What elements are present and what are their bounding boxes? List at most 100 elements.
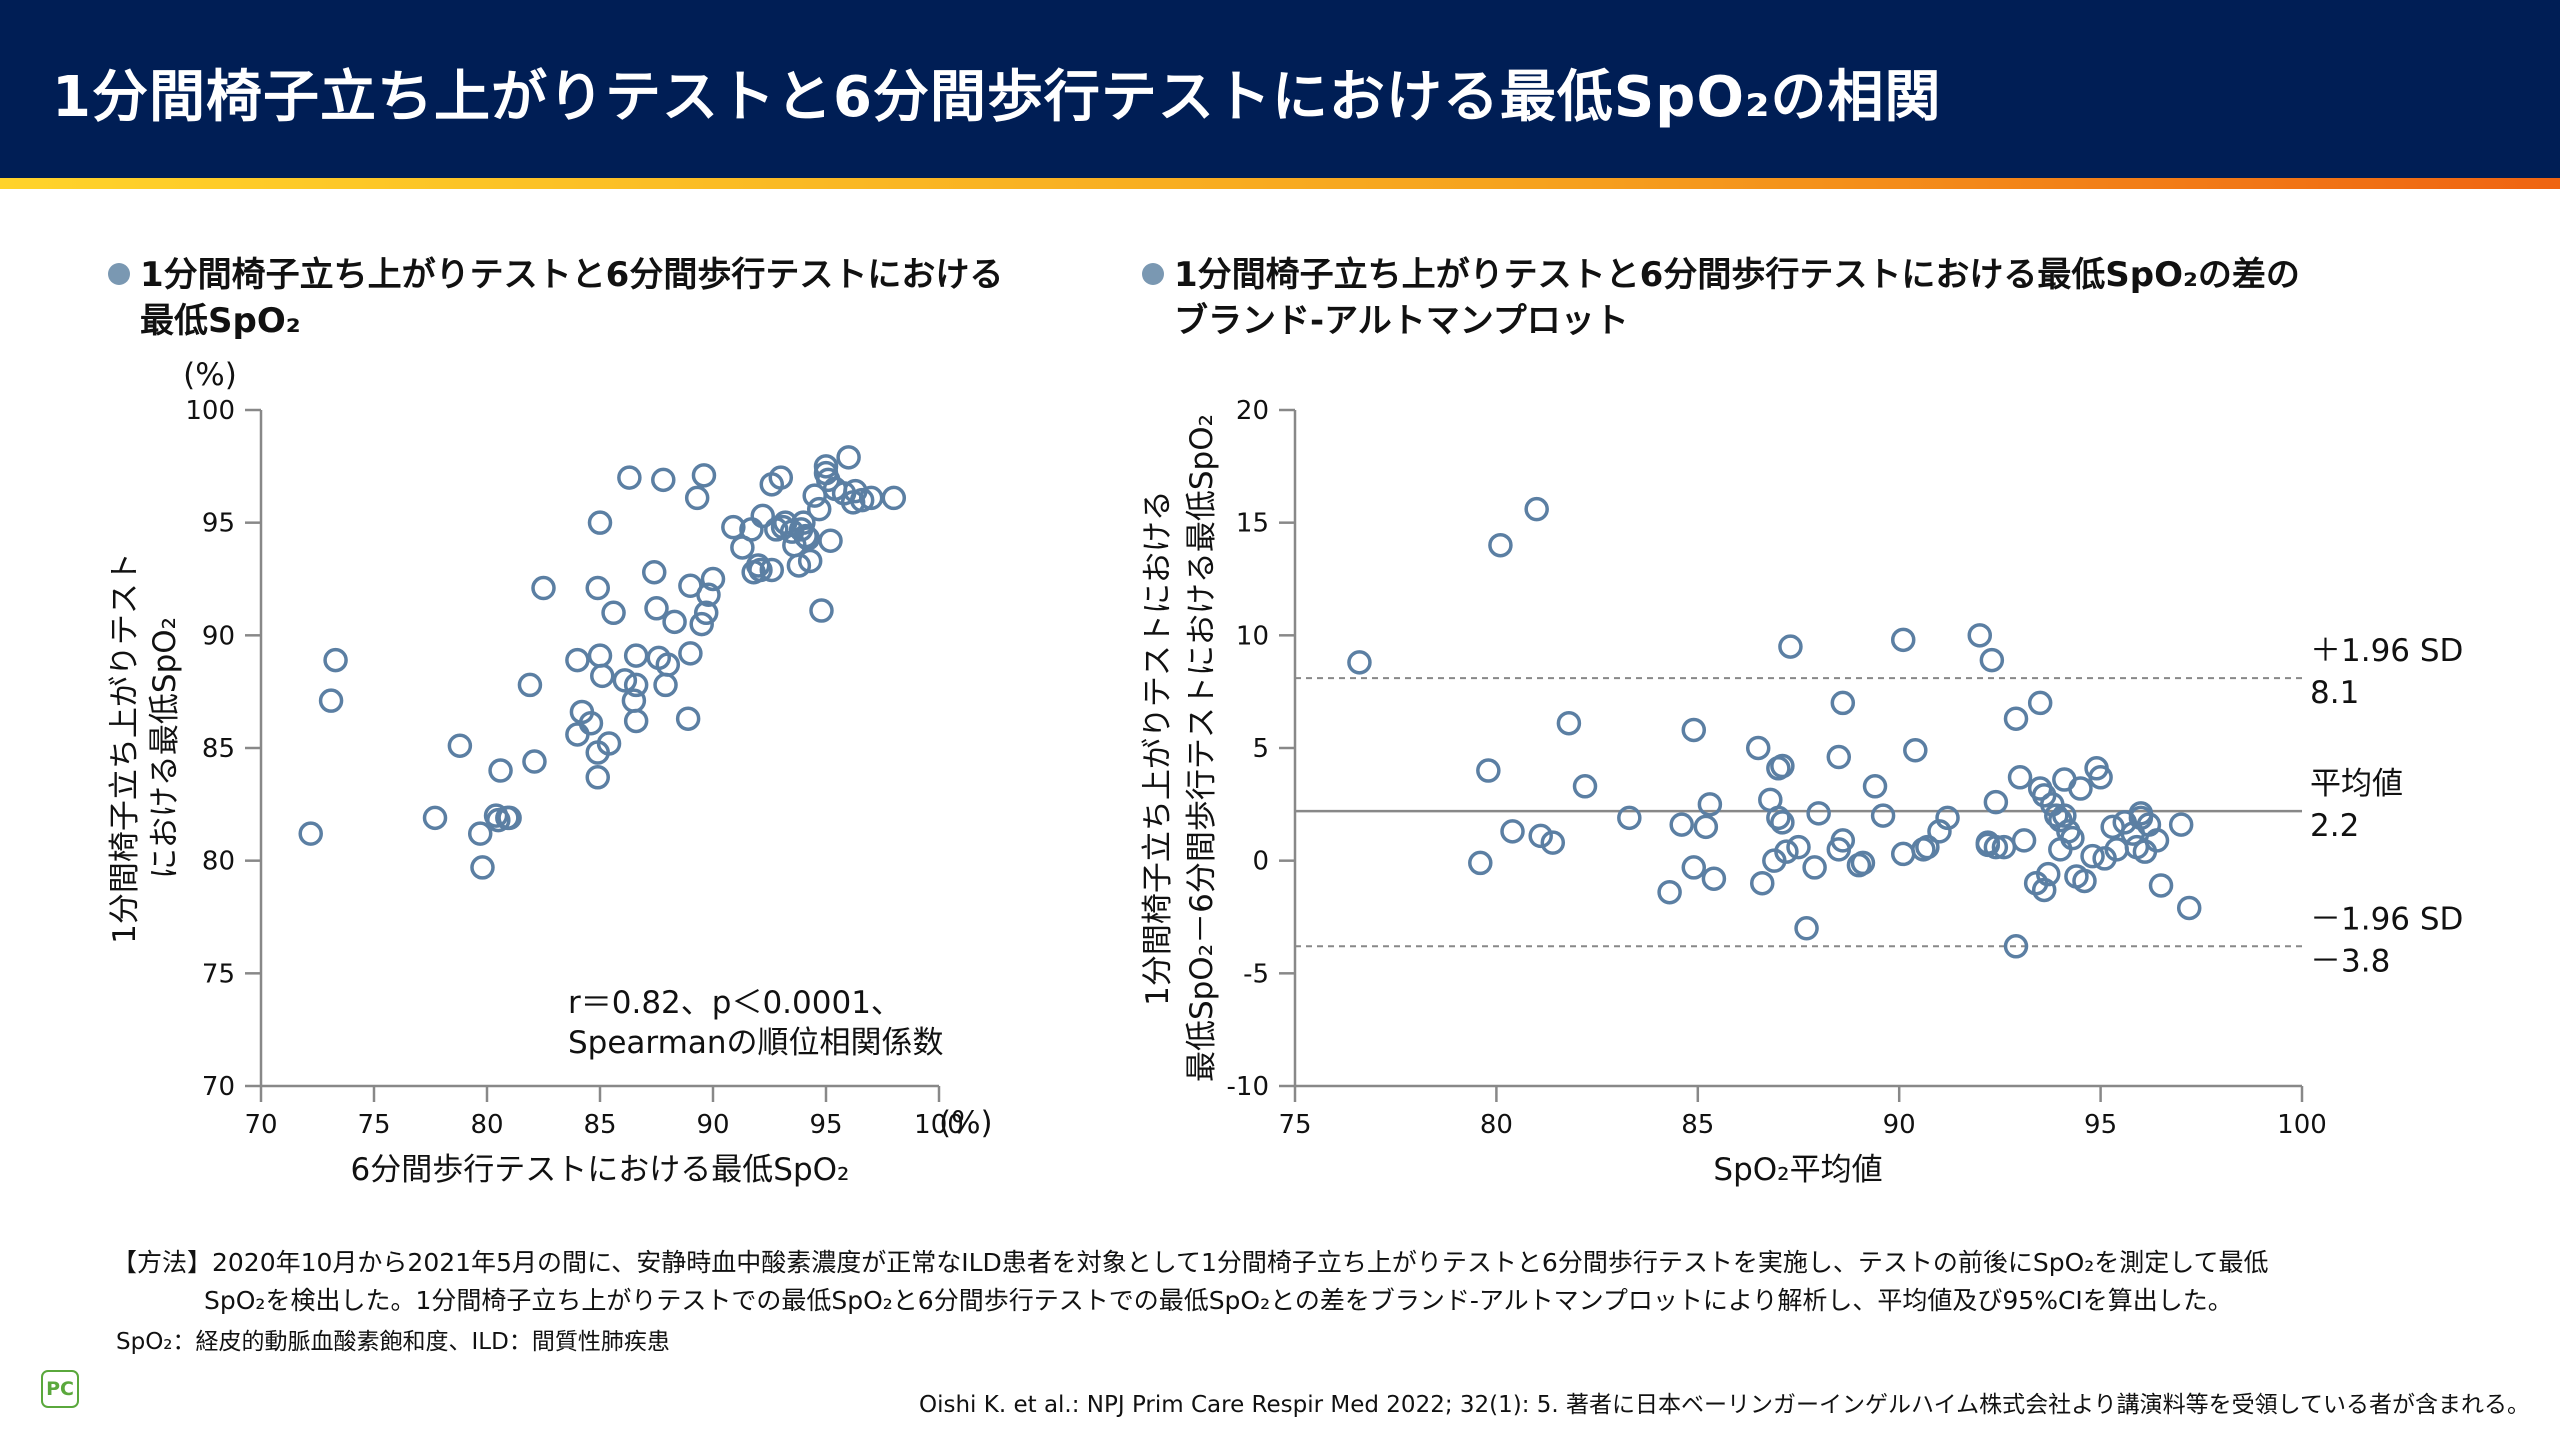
- left-y-tick-label: 80: [202, 847, 235, 877]
- right-data-point: [1927, 819, 1952, 844]
- right-data-point: [1540, 830, 1566, 855]
- left-data-point: [788, 517, 814, 542]
- right-data-point: [1935, 805, 1960, 831]
- left-data-point: [587, 510, 613, 535]
- left-data-point: [596, 731, 622, 756]
- right-data-point: [1870, 803, 1896, 828]
- right-data-point: [1979, 647, 2005, 673]
- left-data-point: [590, 663, 615, 689]
- left-data-point: [684, 485, 710, 511]
- left-data-point: [486, 807, 511, 833]
- right-data-point: [1488, 532, 1513, 558]
- left-data-point: [689, 611, 714, 637]
- right-y-axis-label-line1: 1分間椅子立ち上がりテストにおける: [1140, 490, 1176, 1006]
- reference-line-label: －1.96 SD: [2310, 901, 2463, 937]
- left-data-point: [517, 672, 543, 698]
- right-data-point: [1681, 717, 1707, 743]
- right-data-point: [2052, 803, 2077, 828]
- right-data-point: [1802, 855, 1827, 880]
- left-data-point: [623, 708, 649, 734]
- right-x-tick-label: 85: [1681, 1110, 1714, 1140]
- left-data-point: [770, 514, 796, 540]
- left-heading-line1: 1分間椅子立ち上がりテストと6分間歩行テストにおける: [140, 255, 1004, 295]
- left-data-point: [662, 609, 687, 635]
- right-data-point: [1774, 839, 1799, 864]
- right-data-point: [1669, 812, 1694, 837]
- right-data-point: [2072, 868, 2097, 894]
- left-data-point: [612, 668, 638, 693]
- right-x-tick-label: 90: [1883, 1110, 1916, 1140]
- method-line2: SpO₂を検出した。1分間椅子立ち上がりテストでの最低SpO₂と6分間歩行テスト…: [204, 1286, 2233, 1315]
- left-data-point: [623, 643, 649, 668]
- right-data-point: [1693, 814, 1719, 840]
- right-data-point: [2080, 843, 2105, 869]
- reference-line-value: 8.1: [2310, 675, 2359, 711]
- right-data-point: [1903, 738, 1928, 763]
- right-y-tick-label: -10: [1227, 1072, 1269, 1102]
- left-data-point: [748, 557, 773, 583]
- left-data-point: [786, 553, 812, 578]
- right-heading-line2: ブランド-アルトマンプロット: [1174, 301, 1629, 341]
- right-data-point: [1915, 834, 1940, 860]
- left-x-tick-label: 90: [696, 1110, 729, 1140]
- right-chart-heading: 1分間椅子立ち上がりテストと6分間歩行テストにおける最低SpO₂の差の ブランド…: [1142, 252, 2300, 344]
- right-data-point: [1830, 690, 1856, 716]
- left-x-tick-label: 95: [809, 1110, 842, 1140]
- left-x-tick-label: 85: [583, 1110, 616, 1140]
- right-data-point: [1572, 774, 1598, 799]
- right-y-tick-label: -5: [1243, 959, 1269, 989]
- left-data-point: [836, 445, 861, 470]
- right-data-point: [2031, 877, 2057, 903]
- right-data-point: [2144, 828, 2170, 853]
- left-data-point: [531, 575, 556, 601]
- abbreviations-note: SpO₂：経皮的動脈血酸素飽和度、ILD：間質性肺疾患: [116, 1329, 670, 1355]
- right-data-point: [1701, 866, 1727, 891]
- left-data-point: [809, 598, 834, 623]
- left-data-point: [675, 706, 701, 731]
- right-data-point: [2048, 837, 2073, 862]
- left-data-point: [585, 575, 610, 601]
- right-data-point: [2011, 828, 2037, 853]
- left-chart-heading: 1分間椅子立ち上がりテストと6分間歩行テストにおける 最低SpO₂: [108, 252, 1003, 344]
- right-data-point: [2035, 861, 2061, 887]
- right-heading-line1: 1分間椅子立ち上がりテストと6分間歩行テストにおける最低SpO₂の差の: [1174, 255, 2300, 295]
- left-x-unit: (%): [939, 1105, 993, 1141]
- left-data-point: [318, 688, 344, 713]
- left-data-point: [298, 821, 323, 846]
- right-data-point: [1617, 805, 1642, 831]
- left-heading-line2: 最低SpO₂: [140, 301, 301, 341]
- bullet-icon: [1142, 262, 1164, 285]
- right-x-tick-label: 80: [1480, 1110, 1513, 1140]
- left-y-axis-label-line1: 1分間椅子立ち上がりテスト: [107, 552, 143, 944]
- left-data-point: [644, 596, 669, 621]
- accent-gradient-bar: [0, 178, 2560, 189]
- left-y-tick-label: 75: [202, 959, 235, 989]
- left-data-point: [601, 600, 626, 626]
- right-data-point: [1697, 792, 1723, 817]
- right-data-point: [1890, 841, 1916, 867]
- left-data-point: [447, 733, 473, 758]
- right-data-point: [2003, 934, 2029, 959]
- right-x-axis-label: SpO₂平均値: [1713, 1152, 1882, 1188]
- left-y-unit: (%): [183, 357, 237, 393]
- left-data-point: [470, 855, 495, 880]
- correlation-annotation-line1: r＝0.82、p＜0.0001、: [568, 985, 902, 1021]
- reference-line-value: －3.8: [2310, 943, 2390, 979]
- left-data-point: [843, 478, 868, 504]
- method-line1: 【方法】2020年10月から2021年5月の間に、安静時血中酸素濃度が正常なIL…: [112, 1248, 2269, 1277]
- left-data-point: [721, 514, 746, 540]
- pc-logo-icon: PC: [41, 1370, 79, 1408]
- left-y-axis-label-line2: における最低SpO₂: [147, 617, 183, 879]
- left-data-point: [467, 821, 493, 846]
- left-data-point: [678, 641, 703, 666]
- right-y-tick-label: 15: [1236, 509, 1269, 539]
- right-data-point: [1468, 850, 1493, 876]
- right-data-point: [1850, 850, 1876, 876]
- right-data-point: [1766, 805, 1791, 831]
- right-data-point: [1500, 819, 1525, 844]
- left-x-tick-label: 80: [470, 1110, 503, 1140]
- method-note: 【方法】2020年10月から2021年5月の間に、安静時血中酸素濃度が正常なIL…: [112, 1244, 2512, 1320]
- reference-line-value: 2.2: [2310, 808, 2359, 844]
- left-x-tick-label: 100: [914, 1110, 964, 1140]
